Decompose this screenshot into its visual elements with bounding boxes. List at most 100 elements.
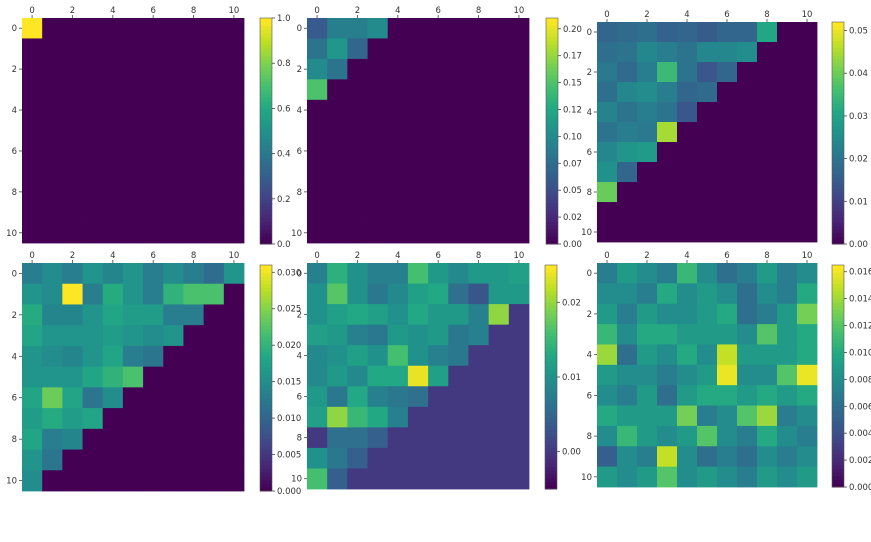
heatmap-cell — [42, 202, 63, 223]
heatmap-cell — [677, 122, 698, 143]
heatmap-cell — [327, 263, 348, 284]
heatmap-panel-2: 0 2 4 6 8 1002468100.000.020.050.070.100.120.… — [291, 6, 582, 250]
heatmap-cell — [468, 283, 490, 305]
heatmap-cell — [508, 365, 530, 387]
heatmap-cell — [697, 182, 718, 203]
colorbar-step — [832, 290, 844, 296]
heatmap-cell — [697, 303, 718, 325]
heatmap-cell — [777, 446, 798, 468]
colorbar-frame — [259, 17, 273, 245]
colorbar-tick-label: 0.010 — [849, 348, 871, 358]
heatmap-cell — [42, 181, 63, 203]
colorbar-step — [832, 140, 844, 145]
heatmap-cell — [677, 162, 698, 183]
colorbar-step — [832, 324, 844, 329]
colorbar-step — [260, 265, 272, 270]
colorbar-step — [260, 483, 272, 488]
colorbar-step — [260, 127, 272, 132]
y-tick-label: 4 — [587, 351, 592, 361]
colorbar-step — [260, 228, 272, 234]
heatmap-cell — [757, 122, 778, 143]
colorbar-step — [546, 206, 558, 211]
heatmap-cell — [183, 470, 205, 492]
colorbar-step — [260, 198, 272, 204]
heatmap-cell — [143, 304, 164, 326]
y-tick-label: 6 — [12, 147, 17, 157]
colorbar-step — [546, 149, 558, 155]
heatmap-cell — [203, 366, 225, 388]
colorbar-step — [832, 450, 844, 455]
colorbar-step — [260, 183, 272, 188]
colorbar-tick-label: 0.4 — [277, 150, 291, 160]
heatmap-cell — [367, 222, 389, 244]
x-tick-label: 10 — [228, 251, 239, 261]
heatmap-cell — [203, 18, 225, 39]
colorbar-step — [832, 372, 844, 377]
colorbar-step — [546, 115, 558, 121]
heatmap-cell — [143, 387, 164, 409]
heatmap-cell — [737, 425, 758, 447]
heatmap-cell — [327, 304, 348, 326]
colorbar-step — [832, 236, 844, 241]
heatmap-cell — [637, 222, 658, 243]
heatmap-cell — [407, 304, 429, 326]
x-tick-label: 0 — [29, 6, 34, 16]
colorbar-step — [545, 451, 557, 456]
y-tick-label: 10 — [581, 473, 592, 483]
colorbar-step — [545, 455, 557, 460]
heatmap-cell — [637, 364, 658, 386]
heatmap-cell — [597, 42, 618, 63]
heatmap-cell — [163, 79, 184, 101]
colorbar-step — [546, 48, 558, 53]
colorbar-step — [260, 366, 272, 371]
heatmap-cell — [387, 406, 409, 428]
heatmap-cell — [203, 120, 225, 142]
y-tick-label: 4 — [12, 106, 17, 116]
colorbar-step — [260, 415, 272, 420]
heatmap-cell — [223, 120, 245, 142]
heatmap-cell — [657, 405, 678, 427]
heatmap-cell — [387, 79, 409, 101]
colorbar-step — [545, 354, 557, 359]
colorbar-step — [832, 207, 844, 212]
heatmap-cell — [387, 386, 409, 408]
heatmap-cell — [407, 427, 429, 449]
colorbar-step — [260, 347, 272, 353]
colorbar-step — [546, 44, 558, 49]
colorbar-step — [832, 136, 844, 141]
heatmap-cell — [797, 385, 818, 406]
colorbar-step — [260, 70, 272, 75]
heatmap-cell — [508, 263, 530, 284]
colorbar-tick-label: 0.2 — [277, 195, 291, 205]
colorbar-step — [832, 353, 844, 358]
colorbar-step — [260, 325, 272, 330]
heatmap-cell — [777, 22, 798, 43]
colorbar-step — [546, 55, 558, 60]
colorbar-tick-label: 0.6 — [277, 104, 291, 114]
heatmap-cell — [163, 283, 184, 305]
heatmap-cell — [717, 466, 738, 488]
colorbar-5: 0.00 0.01 0.02 — [544, 264, 581, 490]
heatmap-cell — [143, 79, 164, 101]
heatmap-cell — [163, 366, 184, 388]
heatmap-cell — [597, 162, 618, 183]
y-tick-label: 10 — [291, 229, 302, 239]
heatmap-cell — [508, 222, 530, 244]
heatmap-cell — [82, 161, 104, 183]
heatmap-cell — [327, 365, 348, 387]
heatmap-cell — [203, 470, 225, 492]
heatmap-cell — [122, 120, 144, 142]
heatmap-cell — [697, 324, 718, 345]
heatmap-cell — [637, 102, 658, 123]
heatmap-cell — [223, 325, 245, 347]
colorbar-step — [545, 268, 557, 273]
heatmap-cell — [102, 387, 124, 409]
heatmap-cell — [122, 38, 144, 60]
heatmap-cell — [307, 38, 328, 60]
heatmap-cell — [62, 140, 83, 162]
colorbar-tick-label: 0.020 — [277, 341, 301, 351]
heatmap-cell — [367, 406, 389, 428]
heatmap-cell — [797, 425, 818, 447]
heatmap-cell — [737, 222, 758, 243]
colorbar-step — [545, 369, 557, 374]
